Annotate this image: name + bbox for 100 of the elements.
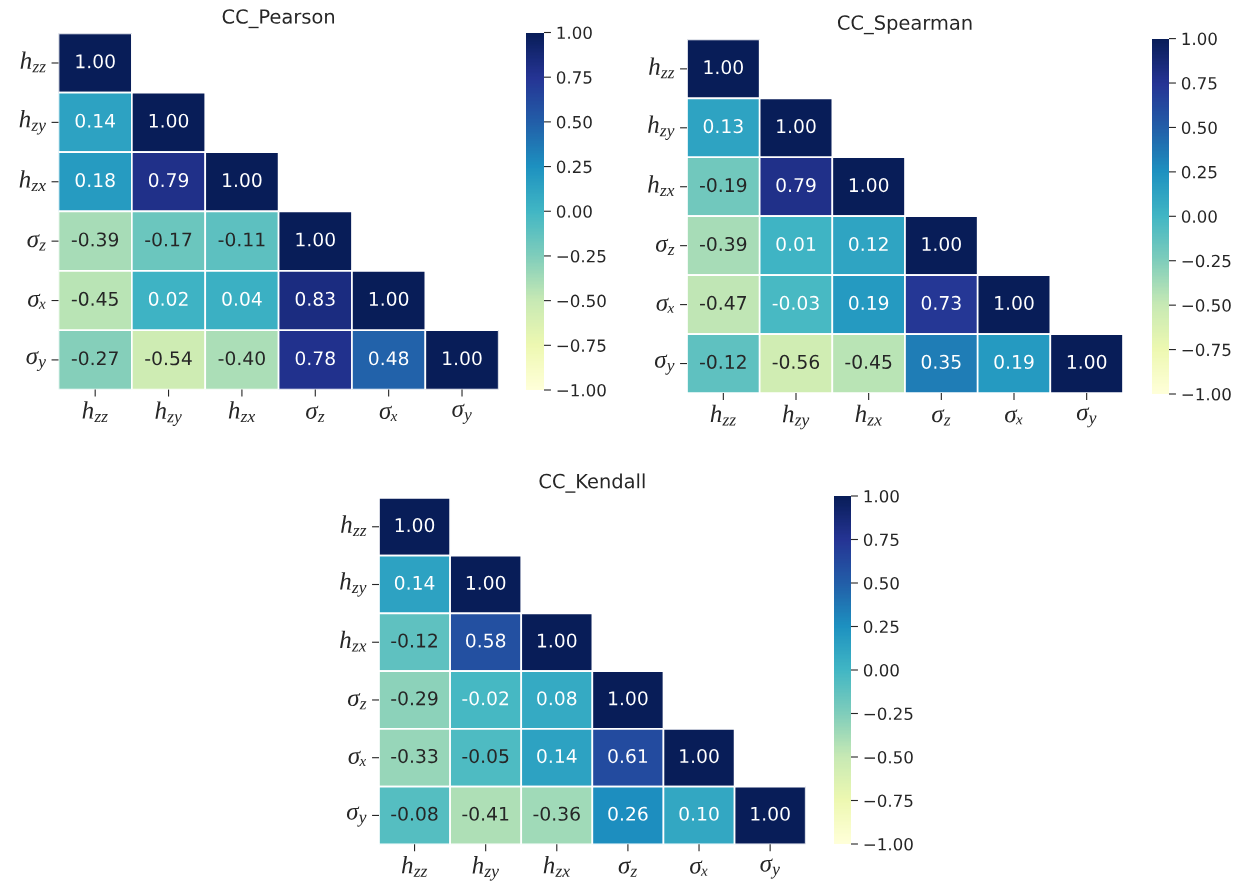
- data-label: -0.27: [71, 351, 118, 366]
- x-tick-label: h$_{zx}$: [228, 401, 256, 423]
- x-tick-label: h$_{zz}$: [710, 404, 736, 426]
- data-label: 1.00: [704, 60, 743, 75]
- data-label: 0.78: [295, 351, 335, 366]
- data-label: 0.14: [394, 575, 435, 590]
- data-label: -0.45: [71, 291, 118, 306]
- y-tick-label: h$_{zy}$: [648, 115, 675, 140]
- data-label: 0.01: [776, 236, 816, 252]
- y-tick-label: h$_{zy}$: [340, 572, 367, 597]
- x-tick-label: σₓ: [1005, 409, 1023, 425]
- color-bar-label: 0.00: [863, 663, 899, 677]
- x-tick-label: h$_{zx}$: [543, 855, 570, 877]
- data-label: 0.58: [466, 633, 506, 648]
- color-bar-label: 0.25: [556, 160, 592, 174]
- color-bar-label: −1.00: [864, 837, 913, 851]
- data-label: 1.00: [609, 691, 648, 706]
- color-bar-label: 0.50: [556, 115, 592, 129]
- data-label: 1.00: [922, 236, 961, 252]
- color-bar-label: 0.50: [1181, 121, 1217, 135]
- data-label: -0.41: [462, 806, 509, 821]
- data-label: 0.19: [849, 295, 889, 311]
- y-tick-label: σₓ: [28, 293, 46, 309]
- data-label: 0.79: [776, 177, 816, 193]
- data-label: 1.00: [751, 806, 790, 821]
- color-bar-label: −0.75: [1182, 343, 1231, 357]
- data-label: 1.00: [76, 54, 115, 69]
- x-tick-label: σ$_{z}$: [306, 405, 325, 423]
- y-tick-label: h$_{zz}$: [341, 515, 367, 537]
- data-label: 0.04: [222, 291, 262, 306]
- y-tick-label: σ$_{z}$: [655, 238, 675, 256]
- color-bar-label: −0.50: [864, 750, 913, 764]
- color-bar-label: −0.75: [557, 339, 606, 352]
- y-tick-label: h$_{zx}$: [648, 175, 675, 197]
- data-label: 1.00: [537, 633, 577, 648]
- data-label: -0.39: [699, 236, 747, 252]
- y-tick-label: σ$_{y}$: [26, 350, 46, 372]
- x-tick-label: σ$_{z}$: [618, 860, 638, 877]
- color-bar-label: −0.50: [1182, 299, 1231, 312]
- y-tick-label: σₓ: [656, 297, 675, 313]
- data-label: -0.17: [145, 232, 192, 247]
- data-label: 0.79: [148, 173, 189, 188]
- data-label: -0.08: [391, 806, 438, 821]
- data-label: 1.00: [395, 518, 435, 533]
- data-label: 0.48: [369, 351, 409, 366]
- color-bar-label: −1.00: [557, 383, 606, 397]
- data-label: -0.54: [145, 351, 192, 366]
- color-bar-label: 0.50: [863, 576, 899, 590]
- data-label: 0.08: [537, 691, 577, 706]
- chart-title: CC_Pearson: [222, 9, 335, 29]
- data-label: -0.12: [699, 354, 746, 369]
- y-tick-label: σ$_{y}$: [346, 806, 367, 827]
- chart-title: CC_Kendall: [539, 473, 645, 493]
- data-label: 1.00: [296, 232, 335, 247]
- data-label: -0.36: [533, 806, 580, 821]
- x-tick-label: σₓ: [690, 860, 708, 876]
- data-label: 0.02: [148, 291, 188, 306]
- x-tick-label: σₓ: [379, 405, 398, 421]
- color-bar-label: −0.25: [864, 707, 913, 721]
- data-label: 0.10: [679, 806, 719, 821]
- data-label: -0.45: [845, 354, 892, 369]
- data-label: 1.00: [223, 173, 262, 188]
- data-label: 0.13: [703, 119, 743, 134]
- data-label: 1.00: [369, 291, 409, 306]
- data-label: 0.14: [75, 113, 116, 128]
- data-label: 0.73: [921, 295, 961, 311]
- color-bar-label: −0.25: [1182, 254, 1231, 268]
- data-label: -0.56: [772, 354, 820, 369]
- color-bar-label: 1.00: [1182, 32, 1217, 46]
- data-label: -0.02: [462, 691, 509, 706]
- data-label: 0.26: [608, 806, 648, 821]
- data-label: -0.19: [699, 177, 747, 193]
- color-bar-label: 1.00: [557, 26, 592, 40]
- y-tick-label: h$_{zz}$: [649, 57, 675, 79]
- y-tick-label: h$_{zx}$: [19, 170, 46, 192]
- x-tick-label: h$_{zy}$: [155, 401, 182, 426]
- y-tick-label: h$_{zz}$: [20, 51, 46, 73]
- y-tick-label: h$_{zy}$: [19, 110, 46, 135]
- color-bar-label: 0.75: [1181, 76, 1217, 90]
- color-bar-label: −1.00: [1182, 387, 1231, 401]
- data-label: 0.83: [295, 291, 335, 306]
- data-label: 1.00: [995, 295, 1034, 311]
- data-label: -0.39: [71, 232, 119, 247]
- data-label: -0.40: [218, 351, 265, 366]
- data-label: 1.00: [777, 119, 816, 134]
- y-tick-label: h$_{zx}$: [340, 630, 367, 652]
- x-tick-label: h$_{zz}$: [401, 855, 428, 877]
- color-bar-label: 0.75: [863, 533, 899, 547]
- data-label: 0.12: [849, 236, 888, 252]
- data-label: 1.00: [466, 575, 506, 590]
- x-tick-label: h$_{zy}$: [472, 856, 499, 881]
- data-label: 1.00: [149, 113, 189, 128]
- color-bar-label: 0.00: [1181, 210, 1217, 223]
- y-tick-label: σ$_{y}$: [654, 354, 675, 375]
- data-label: -0.12: [391, 633, 437, 648]
- data-label: 1.00: [680, 748, 719, 764]
- color-bar-label: 0.25: [863, 620, 899, 634]
- x-tick-label: h$_{zx}$: [855, 404, 882, 426]
- color-bar-label: 1.00: [864, 489, 899, 503]
- data-label: -0.03: [772, 295, 819, 311]
